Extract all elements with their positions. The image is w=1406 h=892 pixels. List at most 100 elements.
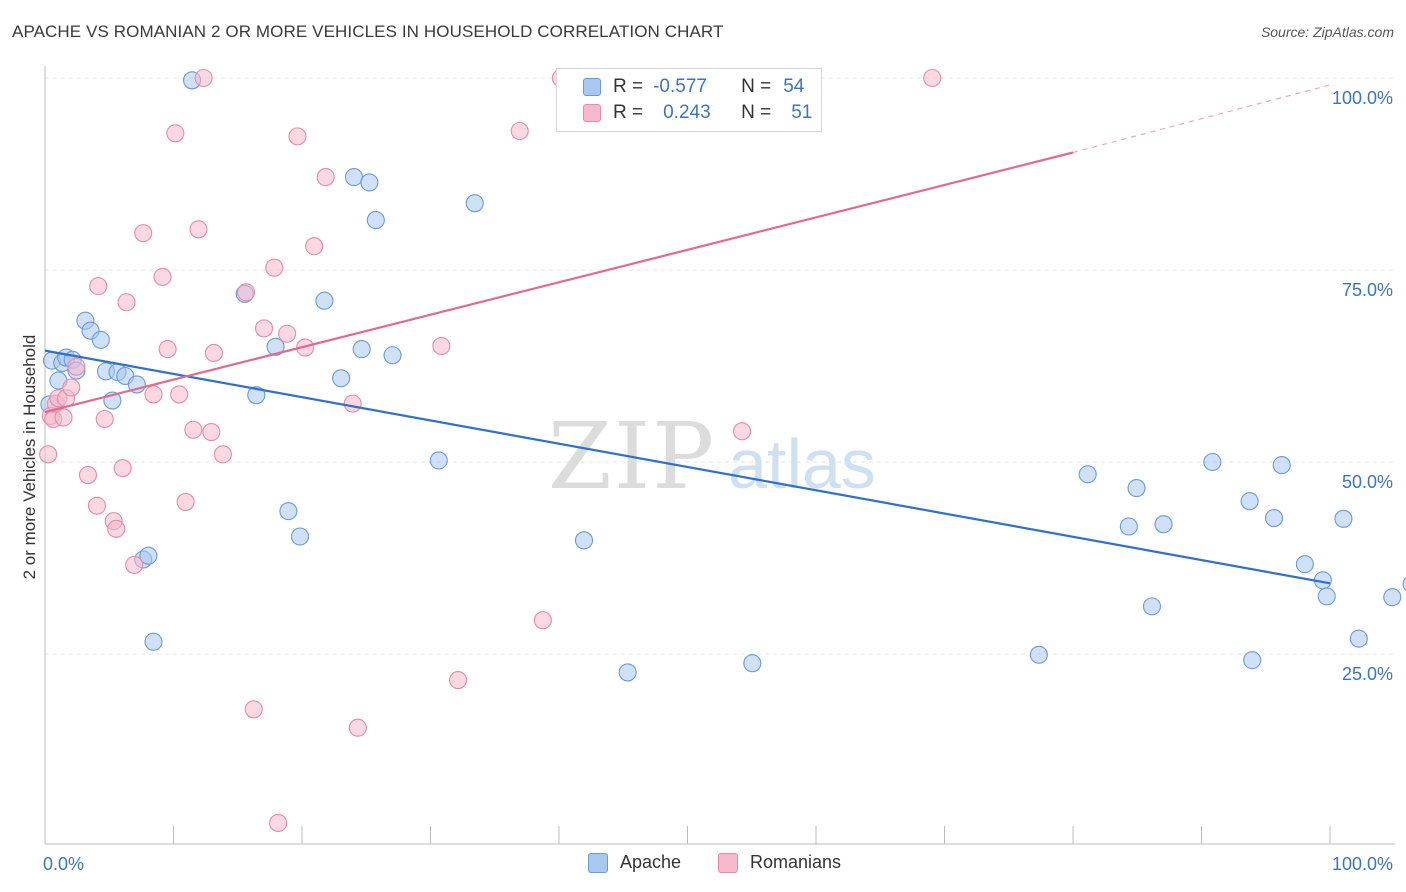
data-point (366, 211, 385, 230)
romanian-trend-line (44, 151, 1074, 414)
romanians-legend-swatch-icon (718, 852, 738, 873)
y-tick-label: 50.0% (1342, 472, 1393, 492)
data-point (117, 293, 136, 312)
data-point (449, 671, 468, 690)
series-legend: Apache Romanians (0, 852, 1406, 876)
data-point (279, 502, 298, 521)
apache-n-value: 54 (783, 76, 805, 97)
data-point (348, 718, 367, 737)
series-romanians (39, 68, 942, 833)
data-point (67, 357, 86, 376)
data-point (213, 445, 232, 464)
romanian-trend-extension (1072, 84, 1331, 154)
data-point (1383, 588, 1402, 607)
data-point (89, 277, 108, 296)
y-axis-label: 2 or more Vehicles in Household (20, 335, 39, 580)
data-points (39, 68, 1406, 833)
series-apache (40, 68, 1406, 682)
legend-r-label: R = (613, 102, 644, 123)
data-point (618, 663, 637, 682)
data-point (95, 409, 114, 429)
data-point (1264, 509, 1284, 528)
legend-romanians-label: Romanians (750, 852, 842, 872)
data-point (144, 385, 163, 404)
data-point (344, 168, 364, 187)
x-tick-label-max: 100.0% (1332, 854, 1393, 874)
data-point (1154, 515, 1173, 534)
data-point (125, 555, 144, 574)
data-point (305, 237, 324, 256)
grid-lines (45, 77, 1395, 655)
legend-item-romanians[interactable]: Romanians (718, 852, 841, 873)
data-point (134, 224, 153, 243)
legend-apache-label: Apache (620, 852, 682, 872)
data-point (1078, 465, 1097, 484)
data-point (533, 611, 552, 630)
data-point (166, 124, 185, 143)
data-point (189, 220, 208, 239)
correlation-legend: R = -0.577 N = 54 R = 0.243 N = 51 (556, 68, 822, 132)
data-point (316, 168, 335, 187)
romanians-swatch-icon (583, 104, 601, 122)
data-point (510, 121, 529, 141)
source-label: Source: ZipAtlas.com (1260, 24, 1394, 40)
data-point (352, 340, 371, 359)
axes (44, 66, 1395, 845)
data-point (1119, 517, 1138, 536)
data-point (1127, 479, 1146, 498)
data-point (1029, 645, 1048, 664)
legend-item-apache[interactable]: Apache (588, 852, 681, 873)
chart-title: APACHE VS ROMANIAN 2 OR MORE VEHICLES IN… (12, 22, 724, 41)
y-tick-label: 100.0% (1332, 88, 1393, 108)
data-point (465, 194, 484, 213)
data-point (1203, 452, 1222, 472)
data-point (139, 546, 158, 565)
y-tick-label: 75.0% (1342, 280, 1393, 300)
legend-row-romanians: R = 0.243 N = 51 (583, 101, 812, 125)
data-point (1142, 597, 1162, 616)
data-point (265, 258, 284, 277)
data-point (315, 291, 334, 310)
data-point (269, 813, 288, 833)
watermark-atlas: atlas (728, 425, 876, 503)
watermark: ZIP atlas (548, 403, 876, 510)
apache-trend-line (44, 349, 1331, 585)
data-point (184, 420, 203, 439)
apache-legend-swatch-icon (588, 852, 608, 873)
data-point (1349, 629, 1368, 648)
data-point (153, 267, 172, 286)
trend-lines (44, 84, 1331, 585)
apache-r-value: -0.577 (653, 76, 707, 97)
data-point (266, 337, 285, 356)
data-point (107, 519, 126, 538)
data-point (1243, 651, 1262, 670)
data-point (170, 385, 189, 404)
data-point (194, 68, 213, 88)
data-point (360, 173, 379, 192)
legend-n-label: N = (741, 102, 772, 123)
data-point (429, 451, 448, 470)
data-point (574, 531, 594, 550)
data-point (158, 340, 177, 359)
data-point (1334, 509, 1353, 528)
y-tick-label: 25.0% (1342, 664, 1393, 684)
data-point (288, 127, 307, 146)
romanians-n-value: 51 (791, 102, 813, 123)
legend-r-label: R = (613, 76, 644, 97)
data-point (204, 343, 223, 362)
x-tick-label-min: 0.0% (43, 854, 84, 874)
data-point (923, 68, 942, 88)
data-point (54, 408, 73, 427)
data-point (247, 386, 266, 405)
data-point (113, 459, 132, 478)
data-point (254, 319, 274, 338)
data-point (732, 422, 752, 441)
data-point (1402, 576, 1406, 592)
tick-labels: 25.0% 50.0% 75.0% 100.0% 0.0% 100.0% (43, 88, 1393, 874)
data-point (383, 346, 402, 365)
data-point (39, 445, 58, 464)
data-point (432, 336, 451, 356)
data-point (278, 324, 297, 343)
data-point (244, 700, 263, 719)
